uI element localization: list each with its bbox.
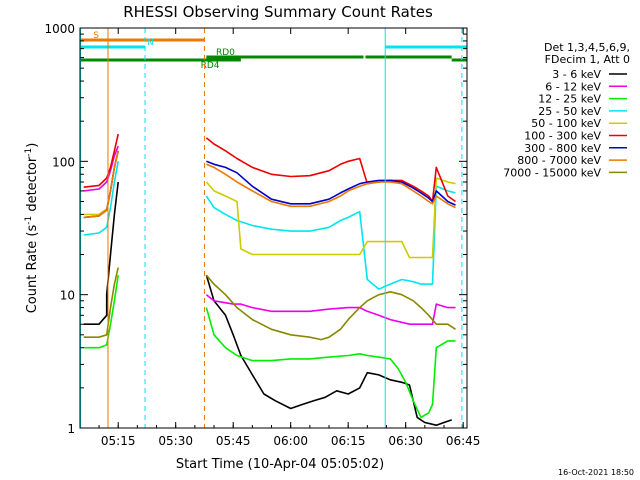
legend-label-3: 25 - 50 keV bbox=[538, 105, 601, 118]
plot-frame bbox=[79, 27, 468, 429]
x-tick-label-6: 06:45 bbox=[446, 434, 481, 448]
flag-label-RD4: RD4 bbox=[201, 61, 220, 71]
legend-label-5: 100 - 300 keV bbox=[524, 130, 601, 143]
series-line-4 bbox=[83, 150, 456, 259]
footer-date: 16-Oct-2021 18:50 bbox=[558, 468, 634, 477]
series-line-1 bbox=[83, 145, 456, 325]
flag-label-RD0: RD0 bbox=[216, 48, 235, 58]
series-line-8 bbox=[83, 267, 456, 341]
legend-header-0: Det 1,3,4,5,6,9, bbox=[544, 41, 630, 54]
series-line-7 bbox=[83, 150, 456, 219]
chart-title: RHESSI Observing Summary Count Rates bbox=[123, 3, 433, 21]
flag-label-N: N bbox=[147, 38, 154, 48]
x-tick-label-1: 05:30 bbox=[158, 434, 193, 448]
legend-label-6: 300 - 800 keV bbox=[524, 142, 601, 155]
legend-label-2: 12 - 25 keV bbox=[538, 93, 601, 106]
series-line-3 bbox=[83, 161, 456, 290]
series-line-0 bbox=[83, 181, 452, 426]
observing-flags: S N RD0 RD4 bbox=[80, 31, 467, 71]
x-tick-label-0: 05:15 bbox=[101, 434, 136, 448]
legend-label-1: 6 - 12 keV bbox=[545, 80, 601, 93]
series-layer bbox=[83, 133, 456, 426]
legend-label-0: 3 - 6 keV bbox=[552, 68, 601, 81]
flag-label-S: S bbox=[93, 31, 99, 41]
x-tick-label-2: 05:45 bbox=[216, 434, 251, 448]
series-line-2 bbox=[83, 275, 456, 419]
x-tick-label-5: 06:30 bbox=[388, 434, 423, 448]
y-tick-label-1: 10 bbox=[60, 289, 75, 303]
y-axis-label: Count Rate (s-1 detector-1) bbox=[24, 143, 40, 314]
x-tick-label-3: 06:00 bbox=[273, 434, 308, 448]
legend-label-7: 800 - 7000 keV bbox=[517, 154, 601, 167]
legend-label-4: 50 - 100 keV bbox=[531, 117, 601, 130]
legend: Det 1,3,4,5,6,9,FDecim 1, Att 0 3 - 6 keV… bbox=[503, 41, 630, 179]
y-axis-ticks: 1 10 100 1000 bbox=[44, 22, 467, 436]
x-axis-ticks: 05:15 05:30 05:45 06:00 06:15 06:30 06:45 bbox=[98, 28, 481, 448]
flag-vertical-lines bbox=[80, 28, 463, 428]
y-tick-label-3: 1000 bbox=[44, 22, 75, 36]
legend-header-1: FDecim 1, Att 0 bbox=[545, 53, 630, 66]
legend-label-8: 7000 - 15000 keV bbox=[503, 166, 601, 179]
series-line-5 bbox=[83, 133, 456, 203]
y-tick-label-2: 100 bbox=[52, 155, 75, 169]
x-axis-label: Start Time (10-Apr-04 05:05:02) bbox=[176, 457, 384, 472]
x-tick-label-4: 06:15 bbox=[331, 434, 366, 448]
y-tick-label-0: 1 bbox=[67, 422, 75, 436]
